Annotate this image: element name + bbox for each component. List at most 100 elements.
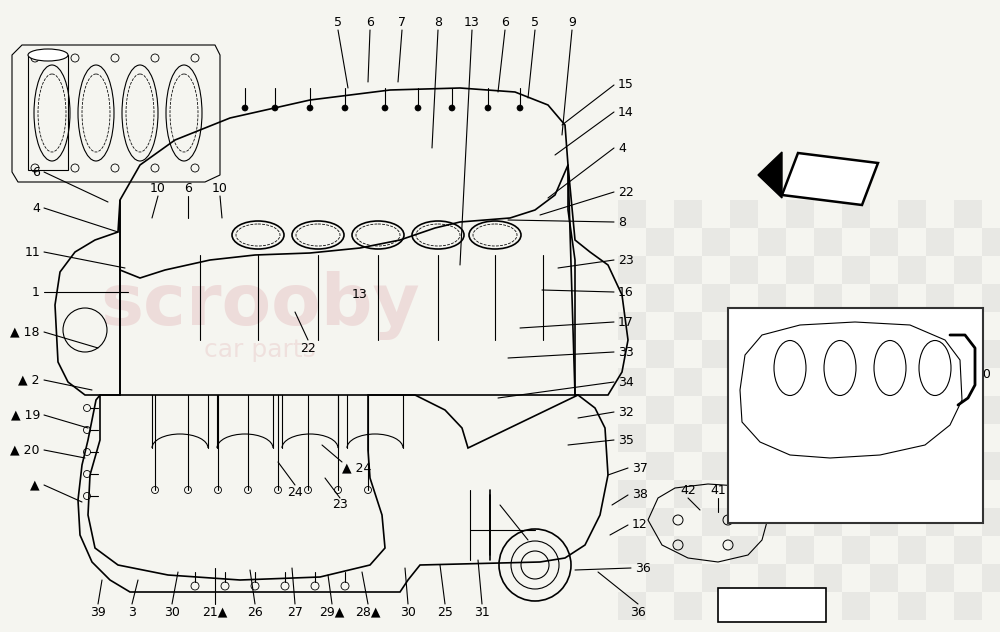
Bar bbox=[982, 228, 1000, 256]
Circle shape bbox=[272, 105, 278, 111]
Bar bbox=[786, 312, 814, 340]
Bar bbox=[926, 284, 954, 312]
Bar bbox=[842, 368, 870, 396]
Bar bbox=[982, 564, 1000, 592]
Text: 4: 4 bbox=[618, 142, 626, 154]
Bar bbox=[898, 256, 926, 284]
Bar bbox=[870, 284, 898, 312]
Bar bbox=[898, 480, 926, 508]
Bar bbox=[954, 256, 982, 284]
Text: 35: 35 bbox=[618, 434, 634, 446]
Bar bbox=[870, 228, 898, 256]
Bar bbox=[898, 424, 926, 452]
Text: 42: 42 bbox=[680, 483, 696, 497]
Text: 1: 1 bbox=[32, 286, 40, 298]
Text: 10: 10 bbox=[150, 181, 166, 195]
Bar bbox=[618, 480, 646, 508]
Bar bbox=[786, 256, 814, 284]
Text: 26: 26 bbox=[247, 605, 263, 619]
Bar bbox=[730, 256, 758, 284]
Text: ▲: ▲ bbox=[30, 478, 40, 492]
Bar bbox=[870, 508, 898, 536]
Text: 9: 9 bbox=[568, 16, 576, 28]
Bar bbox=[674, 368, 702, 396]
Text: 12: 12 bbox=[632, 518, 648, 532]
Bar bbox=[926, 228, 954, 256]
Polygon shape bbox=[758, 152, 782, 198]
Bar bbox=[702, 508, 730, 536]
Text: 13: 13 bbox=[464, 16, 480, 28]
Circle shape bbox=[307, 105, 313, 111]
Text: ▲ = 1: ▲ = 1 bbox=[753, 599, 791, 612]
Bar bbox=[954, 536, 982, 564]
Bar bbox=[842, 424, 870, 452]
Text: 5: 5 bbox=[531, 16, 539, 28]
Bar bbox=[618, 256, 646, 284]
Bar bbox=[786, 200, 814, 228]
Bar bbox=[814, 564, 842, 592]
Bar bbox=[926, 508, 954, 536]
Bar bbox=[618, 368, 646, 396]
Bar bbox=[646, 284, 674, 312]
Bar bbox=[618, 536, 646, 564]
Text: 43: 43 bbox=[742, 483, 758, 497]
Bar bbox=[870, 396, 898, 424]
Text: 11: 11 bbox=[24, 245, 40, 258]
Text: 28▲: 28▲ bbox=[355, 605, 381, 619]
Bar bbox=[814, 508, 842, 536]
Text: ▲ 20: ▲ 20 bbox=[10, 444, 40, 456]
Circle shape bbox=[382, 105, 388, 111]
Text: 6: 6 bbox=[32, 166, 40, 178]
Text: 36: 36 bbox=[630, 605, 646, 619]
Bar bbox=[786, 480, 814, 508]
Text: 8: 8 bbox=[618, 216, 626, 229]
Text: 23: 23 bbox=[618, 253, 634, 267]
Bar bbox=[618, 312, 646, 340]
Bar bbox=[674, 312, 702, 340]
Bar bbox=[674, 256, 702, 284]
Bar bbox=[702, 228, 730, 256]
Bar bbox=[786, 368, 814, 396]
Bar bbox=[954, 200, 982, 228]
Bar bbox=[814, 228, 842, 256]
Text: 23: 23 bbox=[332, 499, 348, 511]
Bar bbox=[758, 340, 786, 368]
Bar bbox=[814, 396, 842, 424]
Bar bbox=[674, 536, 702, 564]
Bar bbox=[674, 592, 702, 620]
Bar bbox=[926, 396, 954, 424]
Bar bbox=[702, 340, 730, 368]
Bar bbox=[982, 508, 1000, 536]
Bar bbox=[728, 308, 983, 523]
Text: 22: 22 bbox=[618, 186, 634, 198]
Bar bbox=[982, 284, 1000, 312]
Bar bbox=[982, 452, 1000, 480]
Bar bbox=[898, 312, 926, 340]
Bar bbox=[674, 424, 702, 452]
Bar bbox=[618, 424, 646, 452]
Text: ▲ 24: ▲ 24 bbox=[342, 461, 371, 475]
Bar bbox=[870, 452, 898, 480]
Ellipse shape bbox=[28, 49, 68, 61]
Text: 40: 40 bbox=[975, 368, 991, 382]
Bar bbox=[954, 368, 982, 396]
Text: ▲ 2: ▲ 2 bbox=[18, 374, 40, 387]
Bar bbox=[898, 368, 926, 396]
Bar bbox=[674, 200, 702, 228]
Text: 14: 14 bbox=[618, 106, 634, 119]
Bar bbox=[786, 592, 814, 620]
Bar bbox=[786, 536, 814, 564]
Bar bbox=[786, 424, 814, 452]
Bar bbox=[842, 256, 870, 284]
Bar bbox=[646, 452, 674, 480]
Bar bbox=[898, 592, 926, 620]
Bar bbox=[758, 452, 786, 480]
Bar bbox=[730, 200, 758, 228]
Text: 39: 39 bbox=[90, 605, 106, 619]
Text: 24: 24 bbox=[287, 485, 303, 499]
Text: 36: 36 bbox=[635, 561, 651, 574]
Circle shape bbox=[342, 105, 348, 111]
Text: 22: 22 bbox=[300, 341, 316, 355]
Text: 34: 34 bbox=[618, 375, 634, 389]
Bar bbox=[842, 536, 870, 564]
